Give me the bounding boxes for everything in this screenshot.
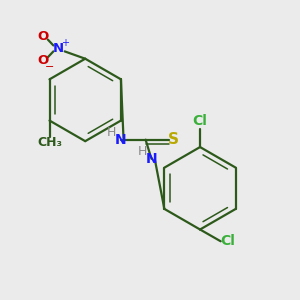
Text: −: − xyxy=(45,62,55,72)
Text: H: H xyxy=(138,145,147,158)
Text: Cl: Cl xyxy=(220,234,236,248)
Text: O: O xyxy=(37,30,48,43)
Text: +: + xyxy=(61,38,69,47)
Text: O: O xyxy=(37,54,48,67)
Text: Cl: Cl xyxy=(193,114,208,128)
Text: N: N xyxy=(53,42,64,55)
Text: CH₃: CH₃ xyxy=(37,136,62,149)
Text: S: S xyxy=(168,132,179,147)
Text: N: N xyxy=(146,152,157,166)
Text: N: N xyxy=(115,133,126,147)
Text: H: H xyxy=(107,126,116,139)
